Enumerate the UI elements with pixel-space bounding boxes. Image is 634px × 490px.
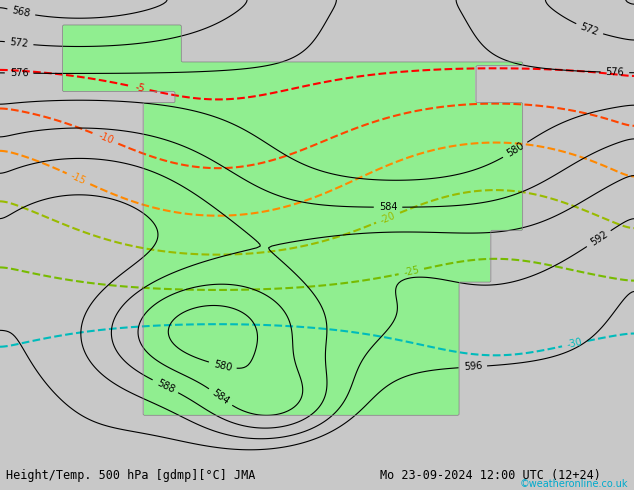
Text: 596: 596 — [463, 361, 482, 372]
Text: Height/Temp. 500 hPa [gdmp][°C] JMA: Height/Temp. 500 hPa [gdmp][°C] JMA — [6, 469, 256, 482]
Text: 580: 580 — [505, 141, 526, 159]
Text: 576: 576 — [10, 68, 29, 78]
Text: -5: -5 — [134, 82, 146, 94]
Text: 580: 580 — [212, 359, 233, 373]
Text: -10: -10 — [97, 131, 115, 147]
Text: 572: 572 — [579, 22, 600, 37]
Text: -30: -30 — [566, 337, 583, 350]
Text: 572: 572 — [10, 37, 29, 49]
Text: Mo 23-09-2024 12:00 UTC (12+24): Mo 23-09-2024 12:00 UTC (12+24) — [380, 469, 601, 482]
Text: 592: 592 — [588, 229, 609, 248]
Text: -20: -20 — [378, 210, 398, 225]
Text: 588: 588 — [155, 378, 176, 395]
Text: 584: 584 — [378, 202, 398, 212]
Text: 568: 568 — [11, 5, 31, 19]
Text: ©weatheronline.co.uk: ©weatheronline.co.uk — [519, 479, 628, 489]
Text: 576: 576 — [605, 67, 624, 77]
Text: 584: 584 — [210, 388, 231, 407]
Text: -25: -25 — [403, 265, 420, 278]
Text: -15: -15 — [69, 171, 87, 187]
